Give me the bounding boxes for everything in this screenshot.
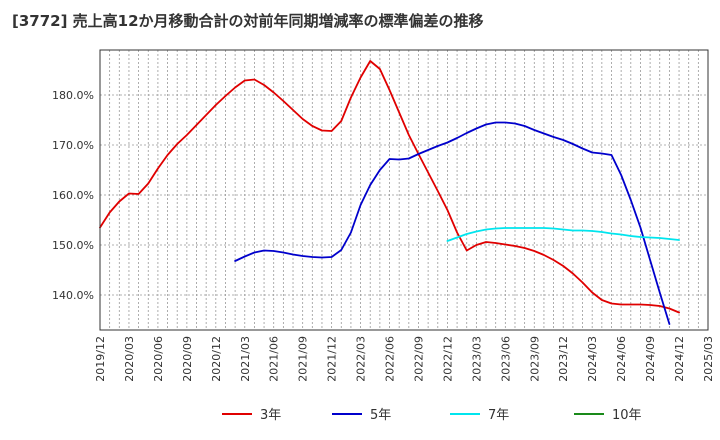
series-line <box>446 227 680 242</box>
x-tick-label: 2021/12 <box>326 336 339 382</box>
x-tick-label: 2021/06 <box>268 336 281 382</box>
x-tick-label: 2020/09 <box>181 336 194 382</box>
x-tick-label: 2022/12 <box>441 336 454 382</box>
x-tick-label: 2025/03 <box>702 336 715 382</box>
x-tick-label: 2024/12 <box>673 336 686 382</box>
x-tick-label: 2020/12 <box>210 336 223 382</box>
legend-label: 5年 <box>370 408 391 423</box>
x-tick-label: 2020/03 <box>123 336 136 382</box>
x-tick-label: 2023/12 <box>557 336 570 382</box>
x-tick-label: 2021/03 <box>239 336 252 382</box>
y-tick-label: 180.0% <box>52 89 94 102</box>
x-tick-label: 2024/03 <box>586 336 599 382</box>
y-axis-ticks: 140.0% 150.0% 160.0% 170.0% 180.0% <box>52 89 94 302</box>
plot-background <box>100 50 708 330</box>
series-line <box>234 121 671 325</box>
y-tick-label: 150.0% <box>52 239 94 252</box>
x-axis-ticks: 2019/12 2020/03 2020/06 2020/09 2020/12 2021/… <box>94 336 715 382</box>
legend: 3年 5年 7年 10年 <box>222 408 642 423</box>
x-tick-label: 2023/09 <box>528 336 541 382</box>
plot-frame <box>99 49 709 331</box>
x-tick-label: 2021/09 <box>297 336 310 382</box>
x-tick-label: 2024/09 <box>644 336 657 382</box>
series-lines <box>99 60 680 325</box>
x-tick-label: 2022/09 <box>412 336 425 382</box>
x-tick-label: 2024/06 <box>615 336 628 382</box>
y-tick-label: 160.0% <box>52 189 94 202</box>
legend-label: 10年 <box>612 408 642 423</box>
y-tick-label: 140.0% <box>52 289 94 302</box>
chart-title: [3772] 売上高12か月移動合計の対前年同期増減率の標準偏差の推移 <box>12 12 484 30</box>
x-tick-label: 2023/03 <box>470 336 483 382</box>
x-tick-label: 2019/12 <box>94 336 107 382</box>
x-tick-label: 2022/06 <box>384 336 397 382</box>
legend-label: 7年 <box>488 408 509 423</box>
x-tick-label: 2020/06 <box>152 336 165 382</box>
legend-label: 3年 <box>260 408 281 423</box>
x-tick-label: 2023/06 <box>499 336 512 382</box>
y-tick-label: 170.0% <box>52 139 94 152</box>
series-line <box>99 60 680 314</box>
x-tick-label: 2022/03 <box>355 336 368 382</box>
